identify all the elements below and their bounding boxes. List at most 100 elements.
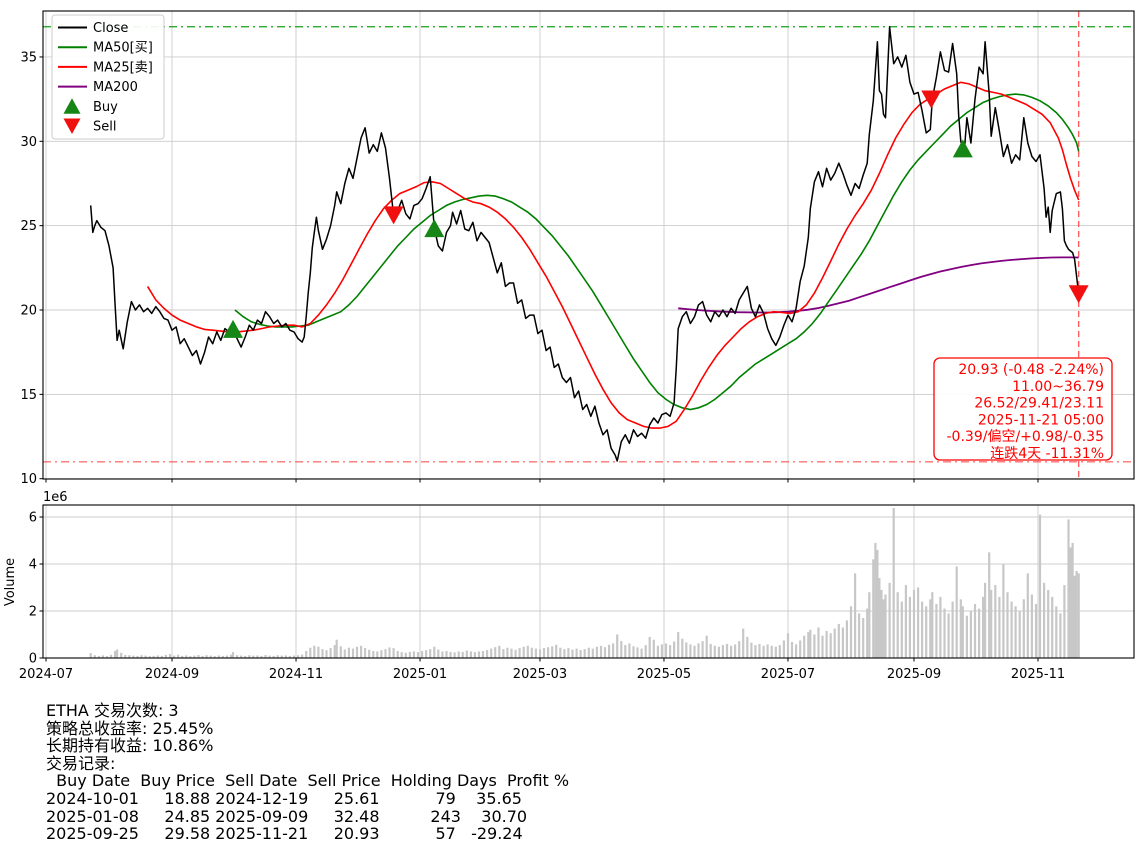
volume-bar bbox=[1006, 592, 1009, 658]
volume-tick-label: 2 bbox=[29, 605, 37, 620]
volume-bar bbox=[884, 594, 887, 658]
volume-bar bbox=[821, 635, 824, 658]
x-tick-label: 2025-09 bbox=[887, 667, 941, 682]
volume-bar bbox=[288, 655, 291, 658]
volume-bar bbox=[563, 649, 566, 658]
volume-bar bbox=[803, 635, 806, 658]
volume-bar bbox=[817, 627, 820, 658]
volume-bar bbox=[481, 651, 485, 658]
volume-bar bbox=[935, 604, 938, 658]
volume-bar bbox=[579, 650, 582, 658]
volume-bar bbox=[754, 645, 757, 658]
volume-bar bbox=[571, 649, 574, 658]
x-tick-label: 2024-11 bbox=[269, 667, 323, 682]
volume-bar bbox=[795, 644, 798, 658]
trades-table: Buy Date Buy Price Sell Date Sell Price … bbox=[46, 771, 570, 844]
volume-bar bbox=[872, 559, 875, 658]
volume-bar bbox=[770, 645, 773, 658]
stat-trades-count: ETHA 交易次数: 3 bbox=[46, 701, 179, 720]
price-tick-label: 35 bbox=[20, 50, 37, 65]
buy-marker bbox=[424, 219, 445, 238]
volume-bar bbox=[555, 644, 558, 658]
volume-bar bbox=[425, 650, 428, 658]
volume-bar bbox=[305, 651, 308, 658]
volume-bar bbox=[951, 601, 954, 658]
volume-bar bbox=[701, 641, 704, 658]
volume-bar bbox=[929, 599, 932, 659]
volume-bar bbox=[343, 649, 346, 658]
volume-bar bbox=[433, 646, 436, 658]
stat-hold-return: 长期持有收益: 10.86% bbox=[46, 736, 214, 756]
volume-exponent-label: 1e6 bbox=[43, 490, 68, 505]
volume-bar bbox=[786, 633, 790, 658]
volume-bar bbox=[547, 647, 550, 658]
legend-label: Sell bbox=[93, 120, 116, 135]
volume-bar bbox=[469, 651, 472, 658]
volume-bar bbox=[201, 655, 204, 658]
volume-bar bbox=[156, 655, 159, 658]
volume-bar bbox=[982, 596, 985, 658]
volume-bar bbox=[587, 647, 590, 658]
volume-bar bbox=[248, 655, 251, 658]
volume-bar bbox=[833, 628, 836, 658]
volume-bar bbox=[376, 651, 379, 658]
stat-strategy-return: 策略总收益率: 25.45% bbox=[46, 718, 214, 738]
volume-bar bbox=[1047, 589, 1050, 658]
volume-bar bbox=[193, 655, 196, 658]
volume-bar bbox=[168, 654, 172, 658]
volume-bar bbox=[473, 652, 476, 658]
volume-bar bbox=[231, 652, 235, 658]
volume-bar bbox=[173, 655, 176, 658]
volume-bar bbox=[280, 655, 283, 658]
volume-bar bbox=[994, 585, 997, 658]
volume-bar bbox=[136, 655, 139, 658]
volume-bar bbox=[502, 649, 505, 658]
x-tick-label: 2025-11 bbox=[1011, 667, 1065, 682]
volume-bar bbox=[351, 648, 355, 658]
volume-bar bbox=[959, 599, 962, 659]
legend-buy-marker bbox=[63, 98, 81, 114]
volume-bar bbox=[213, 656, 216, 658]
volume-bar bbox=[689, 644, 692, 658]
volume-bar bbox=[1038, 514, 1042, 658]
volume-bar bbox=[329, 648, 332, 658]
volume-bar bbox=[421, 651, 424, 658]
volume-bar bbox=[943, 608, 946, 658]
volume-bar bbox=[384, 649, 387, 658]
volume-bar bbox=[197, 654, 200, 658]
volume-bar bbox=[717, 646, 720, 658]
volume-bar bbox=[599, 645, 603, 658]
volume-bar bbox=[705, 635, 708, 658]
volume-bar bbox=[189, 656, 192, 658]
price-tick-label: 10 bbox=[20, 472, 37, 487]
volume-tick-label: 4 bbox=[29, 558, 37, 573]
annotation-line: 连跌4天 -11.31% bbox=[990, 446, 1104, 462]
volume-bar bbox=[969, 611, 972, 658]
volume-bar bbox=[518, 648, 521, 658]
volume-bar bbox=[984, 582, 987, 658]
volume-bar bbox=[506, 647, 509, 658]
volume-bar bbox=[1069, 547, 1072, 658]
volume-bar bbox=[1063, 585, 1066, 658]
volume-bar bbox=[256, 655, 259, 658]
x-tick-label: 2025-05 bbox=[637, 667, 691, 682]
volume-bar bbox=[225, 655, 228, 658]
buy-marker bbox=[952, 139, 973, 158]
volume-bar bbox=[388, 647, 391, 658]
x-tick-label: 2024-07 bbox=[19, 667, 73, 682]
volume-bar bbox=[522, 646, 525, 658]
volume-bar bbox=[849, 606, 853, 658]
volume-bar bbox=[260, 655, 263, 658]
sell-marker bbox=[1068, 285, 1089, 304]
volume-bar bbox=[862, 618, 865, 658]
legend-label: MA50[买] bbox=[93, 41, 153, 56]
volume-bar bbox=[514, 649, 517, 658]
volume-bar bbox=[778, 645, 781, 658]
volume-bar bbox=[912, 589, 916, 658]
price-volume-chart: 10 15 20 25 30 35 0 2 4 6 2024-07 2024-09 2024-11 202… bbox=[3, 10, 1135, 682]
volume-bar bbox=[766, 644, 769, 658]
volume-bar bbox=[268, 655, 271, 658]
volume-bar bbox=[339, 646, 342, 659]
volume-bar bbox=[591, 648, 594, 658]
volume-bar bbox=[441, 651, 444, 658]
